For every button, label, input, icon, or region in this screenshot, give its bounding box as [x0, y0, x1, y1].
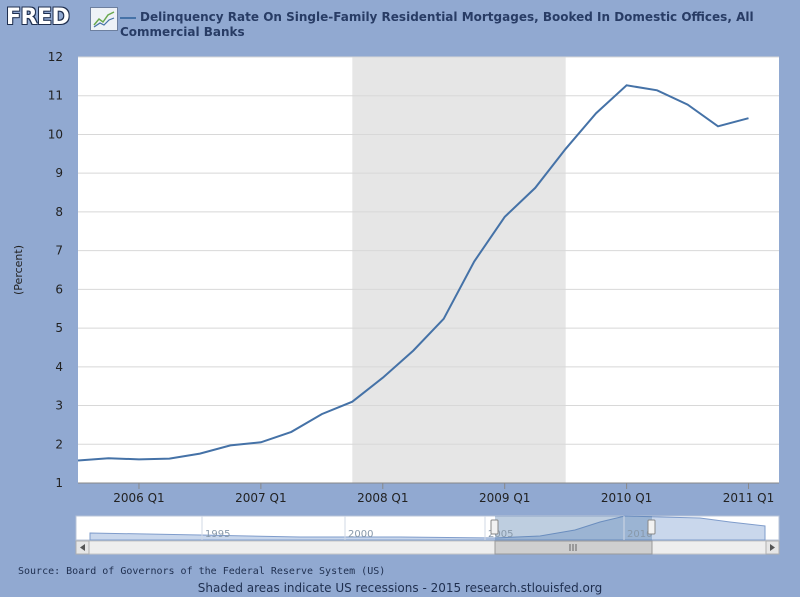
- navigator-year-label: 1995: [205, 529, 230, 540]
- y-tick-label: 5: [55, 321, 63, 335]
- y-axis-label: (Percent): [12, 245, 25, 295]
- y-tick-label: 4: [55, 360, 63, 374]
- navigator-year-label: 2000: [348, 529, 373, 540]
- y-tick-label: 8: [55, 205, 63, 219]
- scroll-right-arrow-icon: [770, 544, 775, 551]
- fred-chart-icon: [90, 7, 118, 31]
- source-note: Source: Board of Governors of the Federa…: [18, 566, 386, 577]
- legend-series-line: [120, 16, 136, 19]
- y-tick-label: 6: [55, 282, 63, 296]
- y-tick-label: 10: [48, 127, 63, 141]
- x-tick-label: 2007 Q1: [235, 491, 286, 505]
- y-tick-label: 7: [55, 244, 63, 258]
- recession-shade: [352, 57, 566, 483]
- footer-note: Shaded areas indicate US recessions - 20…: [197, 581, 603, 595]
- y-tick-label: 2: [55, 437, 63, 451]
- navigator-overview: [89, 515, 766, 541]
- y-tick-label: 11: [48, 89, 63, 103]
- navigator-year-label: 2005: [488, 529, 513, 540]
- x-tick-label: 2008 Q1: [357, 491, 408, 505]
- navigator-handle[interactable]: [490, 519, 499, 535]
- x-tick-label: 2009 Q1: [479, 491, 530, 505]
- x-tick-label: 2006 Q1: [113, 491, 164, 505]
- scroll-left-arrow-icon: [80, 544, 85, 551]
- navigator-handle[interactable]: [647, 519, 656, 535]
- y-tick-label: 12: [48, 50, 63, 64]
- navigator-selected-range: [495, 516, 652, 540]
- y-tick-label: 9: [55, 166, 63, 180]
- legend-series-name: Delinquency Rate On Single-Family Reside…: [120, 10, 754, 39]
- chart-legend: Delinquency Rate On Single-Family Reside…: [120, 10, 780, 40]
- x-tick-label: 2010 Q1: [601, 491, 652, 505]
- range-navigator[interactable]: 1995 2000 2005 2010: [75, 515, 780, 555]
- y-tick-label: 3: [55, 399, 63, 413]
- y-tick-label: 1: [55, 476, 63, 490]
- series-line: [77, 84, 749, 462]
- x-tick-label: 2011 Q1: [723, 491, 774, 505]
- scrollbar-track: [75, 540, 780, 555]
- navigator-year-label: 2010: [627, 529, 652, 540]
- fred-logo-text: FRED: [6, 5, 70, 30]
